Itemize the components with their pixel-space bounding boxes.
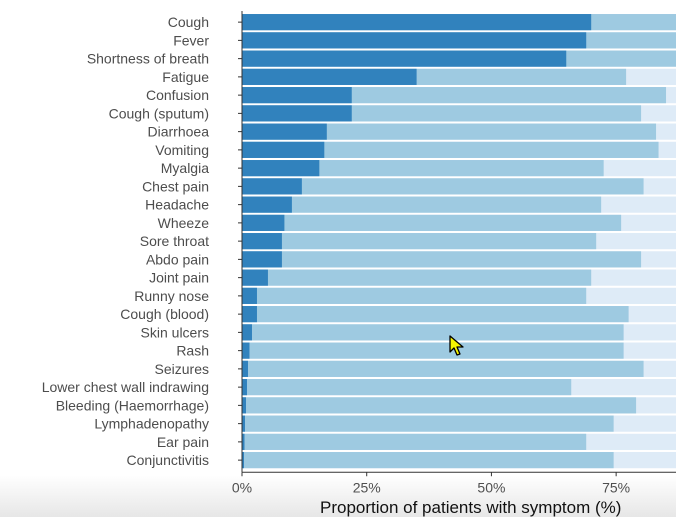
category-label-conjunctivitis: Conjunctivitis — [127, 452, 209, 468]
category-label-diarrhoea: Diarrhoea — [148, 124, 210, 140]
bar-abdo-pain-present — [242, 251, 282, 268]
category-label-vomiting: Vomiting — [155, 142, 209, 158]
bar-ear-pain-absent — [242, 433, 587, 450]
bar-conjunctivitis-present — [242, 452, 244, 469]
x-axis-title: Proportion of patients with symptom (%) — [320, 498, 621, 517]
bar-shortness-of-breath-present — [242, 50, 567, 67]
bar-lower-chest-wall-indrawing-present — [242, 379, 247, 396]
category-label-headache: Headache — [145, 197, 209, 213]
bar-seizures-absent — [242, 360, 644, 377]
bar-sore-throat-present — [242, 233, 282, 250]
bar-fever-present — [242, 32, 587, 49]
bar-cough-blood-absent — [242, 306, 629, 323]
category-label-cough-sputum: Cough (sputum) — [109, 105, 209, 121]
category-label-shortness-of-breath: Shortness of breath — [87, 51, 209, 67]
x-tick-label: 25% — [353, 479, 381, 495]
bar-rash-absent — [242, 342, 624, 359]
bar-confusion-present — [242, 87, 352, 104]
bar-seizures-present — [242, 360, 248, 377]
bar-joint-pain-present — [242, 269, 268, 286]
category-label-sore-throat: Sore throat — [140, 233, 209, 249]
bar-bleeding-haemorrhage-present — [242, 397, 246, 414]
category-label-confusion: Confusion — [146, 87, 209, 103]
category-label-ear-pain: Ear pain — [157, 434, 209, 450]
category-label-lymphadenopathy: Lymphadenopathy — [94, 416, 209, 432]
category-label-wheeze: Wheeze — [158, 215, 210, 231]
axes: 0% 25% 50% 75% — [232, 11, 676, 495]
bar-skin-ulcers-absent — [242, 324, 624, 341]
bar-wheeze-present — [242, 214, 285, 231]
bar-abdo-pain-absent — [242, 251, 642, 268]
bar-runny-nose-present — [242, 287, 257, 304]
category-labels: Cough Fever Shortness of breath Fatigue Conf… — [42, 14, 210, 468]
category-label-chest-pain: Chest pain — [142, 178, 209, 194]
category-label-cough: Cough — [168, 14, 209, 30]
bar-headache-present — [242, 196, 292, 213]
bar-runny-nose-absent — [242, 287, 587, 304]
category-label-rash: Rash — [176, 343, 209, 359]
bar-lymphadenopathy-absent — [242, 415, 614, 432]
bar-cough-sputum-present — [242, 105, 352, 122]
bar-fatigue-present — [242, 68, 417, 85]
category-label-myalgia: Myalgia — [161, 160, 209, 176]
bar-bleeding-haemorrhage-absent — [242, 397, 637, 414]
x-tick-label: 75% — [602, 479, 630, 495]
bar-rash-present — [242, 342, 250, 359]
bar-sore-throat-absent — [242, 233, 597, 250]
bar-diarrhoea-present — [242, 123, 327, 140]
category-label-cough-blood: Cough (blood) — [120, 306, 209, 322]
bar-cough-blood-present — [242, 306, 257, 323]
bar-wheeze-absent — [242, 214, 622, 231]
bar-myalgia-present — [242, 160, 320, 177]
category-label-bleeding-haemorrhage: Bleeding (Haemorrhage) — [56, 397, 209, 413]
bars-layer — [242, 14, 676, 469]
x-tick-label: 0% — [232, 479, 252, 495]
bar-myalgia-absent — [242, 160, 604, 177]
category-label-seizures: Seizures — [155, 361, 209, 377]
category-label-runny-nose: Runny nose — [134, 288, 209, 304]
bar-chest-pain-present — [242, 178, 302, 195]
bar-joint-pain-absent — [242, 269, 592, 286]
x-tick-label: 50% — [477, 479, 505, 495]
category-label-abdo-pain: Abdo pain — [146, 251, 209, 267]
bar-lymphadenopathy-present — [242, 415, 245, 432]
category-label-skin-ulcers: Skin ulcers — [141, 324, 209, 340]
category-label-lower-chest-wall-indrawing: Lower chest wall indrawing — [42, 379, 209, 395]
category-label-joint-pain: Joint pain — [149, 270, 209, 286]
bar-lower-chest-wall-indrawing-absent — [242, 379, 572, 396]
bar-headache-absent — [242, 196, 602, 213]
bar-skin-ulcers-present — [242, 324, 252, 341]
bar-ear-pain-present — [242, 433, 245, 450]
bar-chest-pain-absent — [242, 178, 644, 195]
bar-diarrhoea-absent — [242, 123, 657, 140]
bar-conjunctivitis-absent — [242, 452, 614, 469]
bar-vomiting-present — [242, 141, 325, 158]
category-label-fever: Fever — [173, 32, 209, 48]
bar-cough-present — [242, 14, 592, 31]
category-label-fatigue: Fatigue — [162, 69, 209, 85]
bar-vomiting-absent — [242, 141, 659, 158]
